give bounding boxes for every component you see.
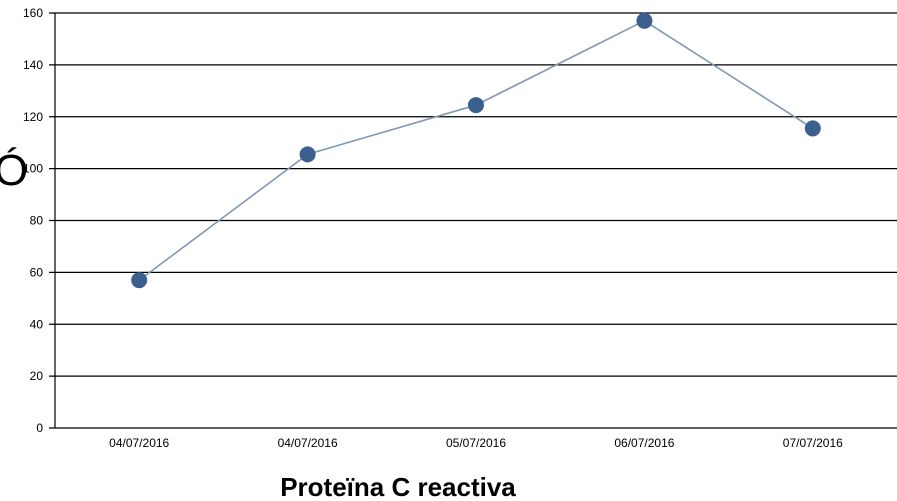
y-tick-label: 60 [30,265,44,279]
grid-lines [49,12,897,429]
clipped-side-text: Ó [0,146,28,195]
x-axis-label: Proteïna C reactiva [280,472,516,501]
x-tick-labels: 04/07/2016 04/07/2016 05/07/2016 06/07/2016… [109,436,843,450]
y-tick-label: 120 [23,110,43,124]
y-tick-label: 160 [23,6,43,20]
series [131,12,821,289]
y-tick-label: 100 [23,162,43,176]
x-tick-label: 06/07/2016 [614,436,674,450]
x-tick-label: 04/07/2016 [278,436,338,450]
data-point [804,120,821,137]
y-tick-label: 20 [30,369,44,383]
y-tick-label: 80 [30,214,44,228]
y-tick-labels: 0 20 40 60 80 100 120 140 160 [23,6,43,435]
x-tick-label: 07/07/2016 [783,436,843,450]
series-line [138,19,814,281]
data-point [299,146,316,163]
x-tick-label: 05/07/2016 [446,436,506,450]
data-point [131,272,148,289]
y-tick-label: 140 [23,58,43,72]
x-tick-label: 04/07/2016 [109,436,169,450]
y-tick-label: 0 [36,421,43,435]
y-tick-label: 40 [30,317,44,331]
data-point [468,97,484,114]
data-point [636,12,653,29]
